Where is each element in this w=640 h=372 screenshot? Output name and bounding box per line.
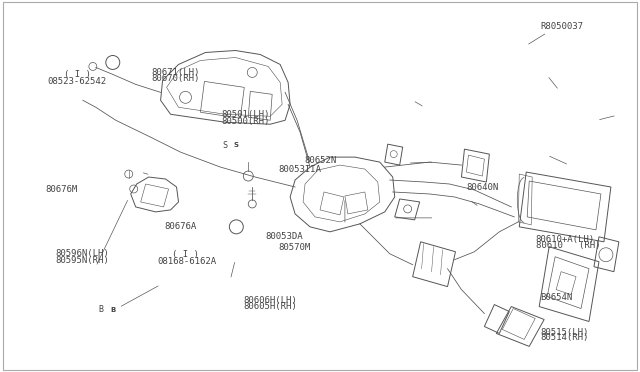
Text: 80676M: 80676M [46, 185, 78, 194]
Text: 80053DA: 80053DA [266, 232, 303, 241]
Text: 80670(RH): 80670(RH) [151, 74, 200, 83]
Text: 80515(LH): 80515(LH) [540, 328, 588, 337]
Text: 80606H(LH): 80606H(LH) [243, 296, 297, 305]
Text: 08523-62542: 08523-62542 [47, 77, 106, 86]
Text: 80595N(RH): 80595N(RH) [56, 256, 109, 264]
Text: 80501(LH): 80501(LH) [221, 110, 269, 119]
Text: 80652N: 80652N [304, 155, 336, 164]
Text: 80500(RH): 80500(RH) [221, 117, 269, 126]
Text: B: B [110, 307, 115, 312]
Text: 80514(RH): 80514(RH) [540, 333, 588, 343]
Text: 80605H(RH): 80605H(RH) [243, 302, 297, 311]
Text: 80671(LH): 80671(LH) [151, 68, 200, 77]
Text: S: S [222, 141, 227, 150]
Text: ( I ): ( I ) [172, 250, 199, 259]
Text: 80053IIA: 80053IIA [278, 165, 321, 174]
Text: R8050037: R8050037 [540, 22, 583, 31]
Text: B0654N: B0654N [540, 293, 572, 302]
Text: 80610   (RH): 80610 (RH) [536, 241, 600, 250]
Text: 80676A: 80676A [164, 221, 196, 231]
Text: 80596N(LH): 80596N(LH) [56, 249, 109, 258]
Text: 80570M: 80570M [278, 243, 311, 251]
Text: 80610+A(LH): 80610+A(LH) [536, 235, 595, 244]
Text: 80640N: 80640N [467, 183, 499, 192]
Text: B: B [99, 305, 104, 314]
Text: 08168-6162A: 08168-6162A [157, 257, 216, 266]
Text: S: S [234, 142, 239, 148]
Text: ( I ): ( I ) [64, 70, 90, 79]
